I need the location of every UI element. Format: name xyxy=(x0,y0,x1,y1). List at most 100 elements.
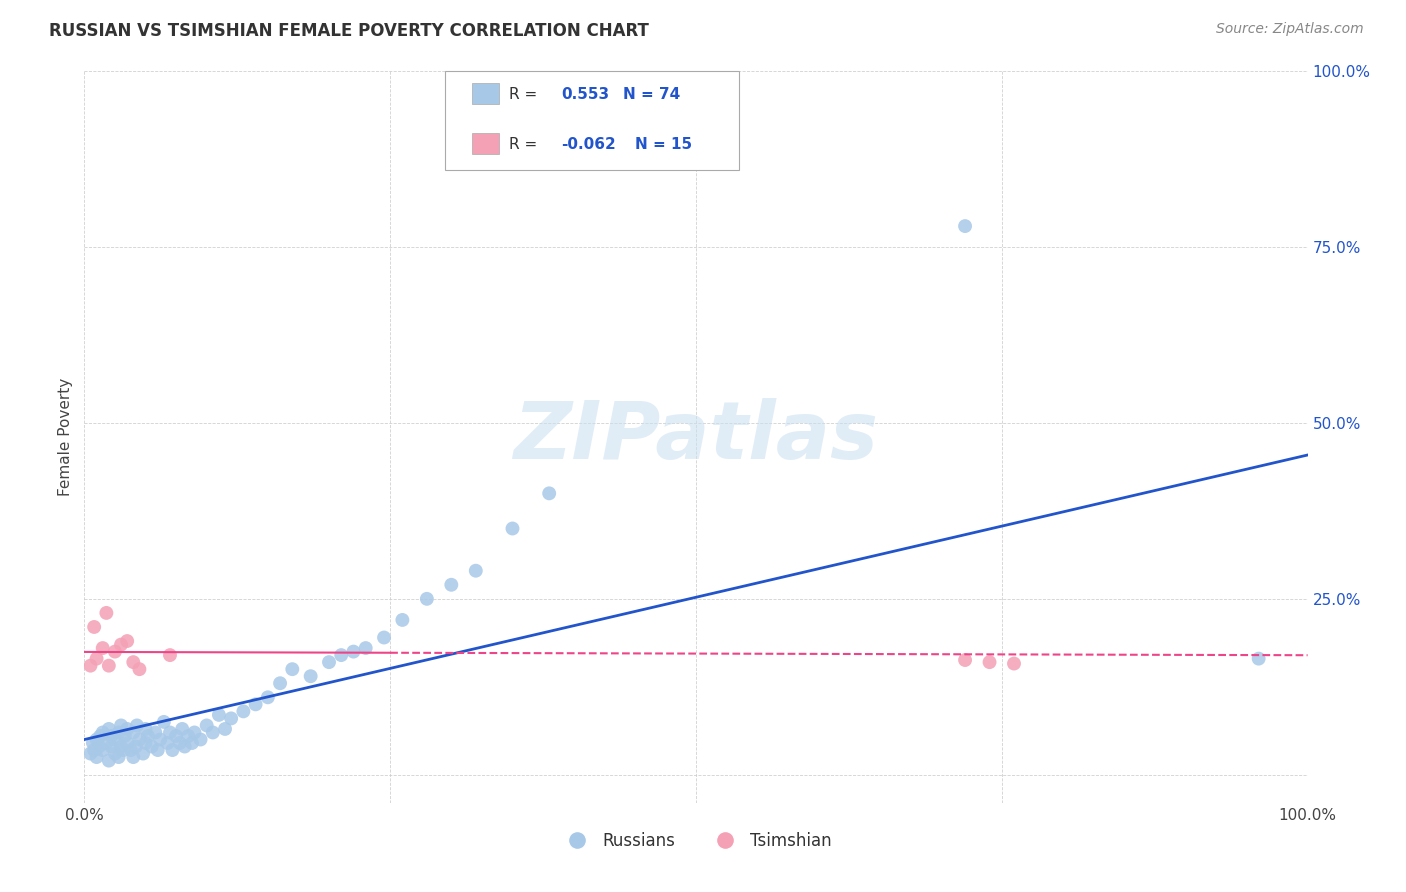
Point xyxy=(373,631,395,645)
Text: 0.553: 0.553 xyxy=(561,87,610,103)
Point xyxy=(128,662,150,676)
Point xyxy=(132,747,155,761)
Text: R =: R = xyxy=(509,87,537,103)
Point xyxy=(183,725,205,739)
Point xyxy=(115,634,138,648)
Point xyxy=(96,736,118,750)
Bar xyxy=(472,133,499,154)
Point xyxy=(83,620,105,634)
Point xyxy=(149,732,172,747)
Point xyxy=(330,648,353,662)
Point xyxy=(1247,651,1270,665)
Point xyxy=(1002,657,1025,671)
Point xyxy=(135,736,157,750)
Point xyxy=(195,718,218,732)
Point xyxy=(219,711,242,725)
Point xyxy=(112,743,135,757)
Text: -0.062: -0.062 xyxy=(561,137,616,152)
Point xyxy=(115,722,138,736)
Point xyxy=(100,729,122,743)
Point xyxy=(162,743,184,757)
Point xyxy=(281,662,304,676)
Point xyxy=(96,606,118,620)
Point xyxy=(146,743,169,757)
Bar xyxy=(472,83,499,104)
Legend: Russians, Tsimshian: Russians, Tsimshian xyxy=(554,825,838,856)
Point xyxy=(115,736,138,750)
Point xyxy=(100,739,122,754)
Point xyxy=(97,658,120,673)
Point xyxy=(114,729,136,743)
Point xyxy=(232,705,254,719)
Point xyxy=(79,658,101,673)
Point xyxy=(120,743,142,757)
Text: R =: R = xyxy=(509,137,537,152)
Point xyxy=(354,641,377,656)
Point xyxy=(125,718,148,732)
Point xyxy=(269,676,291,690)
FancyBboxPatch shape xyxy=(446,71,738,170)
Point xyxy=(91,743,114,757)
Point xyxy=(391,613,413,627)
Point xyxy=(181,736,204,750)
Point xyxy=(135,722,157,736)
Point xyxy=(110,718,132,732)
Point xyxy=(502,521,524,535)
Point xyxy=(110,638,132,652)
Point xyxy=(190,732,212,747)
Point xyxy=(440,578,463,592)
Point xyxy=(201,725,224,739)
Point xyxy=(87,739,110,754)
Point xyxy=(79,747,101,761)
Point xyxy=(91,641,114,656)
Point xyxy=(104,644,127,658)
Point xyxy=(342,644,364,658)
Point xyxy=(128,732,150,747)
Point xyxy=(318,655,340,669)
Point xyxy=(104,732,127,747)
Point xyxy=(165,729,187,743)
Point xyxy=(416,591,439,606)
Point xyxy=(86,750,108,764)
Point xyxy=(83,743,105,757)
Point xyxy=(979,655,1001,669)
Point xyxy=(953,219,976,233)
Point xyxy=(86,651,108,665)
Y-axis label: Female Poverty: Female Poverty xyxy=(58,378,73,496)
Point xyxy=(953,653,976,667)
Point xyxy=(208,707,231,722)
Point xyxy=(464,564,486,578)
Point xyxy=(125,739,148,754)
Point xyxy=(97,722,120,736)
Point xyxy=(177,729,200,743)
Text: ZIPatlas: ZIPatlas xyxy=(513,398,879,476)
Point xyxy=(82,736,104,750)
Point xyxy=(173,739,195,754)
Text: N = 74: N = 74 xyxy=(623,87,681,103)
Point xyxy=(172,722,194,736)
Point xyxy=(97,754,120,768)
Point xyxy=(245,698,267,712)
Point xyxy=(159,725,181,739)
Point xyxy=(143,725,166,739)
Point xyxy=(89,729,111,743)
Point xyxy=(122,725,145,739)
Point xyxy=(122,655,145,669)
Point xyxy=(156,736,179,750)
Point xyxy=(122,750,145,764)
Point xyxy=(153,714,176,729)
Point xyxy=(110,739,132,754)
Point xyxy=(214,722,236,736)
Point xyxy=(159,648,181,662)
Text: RUSSIAN VS TSIMSHIAN FEMALE POVERTY CORRELATION CHART: RUSSIAN VS TSIMSHIAN FEMALE POVERTY CORR… xyxy=(49,22,650,40)
Point xyxy=(257,690,280,705)
Text: Source: ZipAtlas.com: Source: ZipAtlas.com xyxy=(1216,22,1364,37)
Point xyxy=(169,736,191,750)
Point xyxy=(86,732,108,747)
Text: N = 15: N = 15 xyxy=(636,137,692,152)
Point xyxy=(299,669,322,683)
Point xyxy=(107,750,129,764)
Point xyxy=(136,729,159,743)
Point xyxy=(538,486,561,500)
Point xyxy=(104,747,127,761)
